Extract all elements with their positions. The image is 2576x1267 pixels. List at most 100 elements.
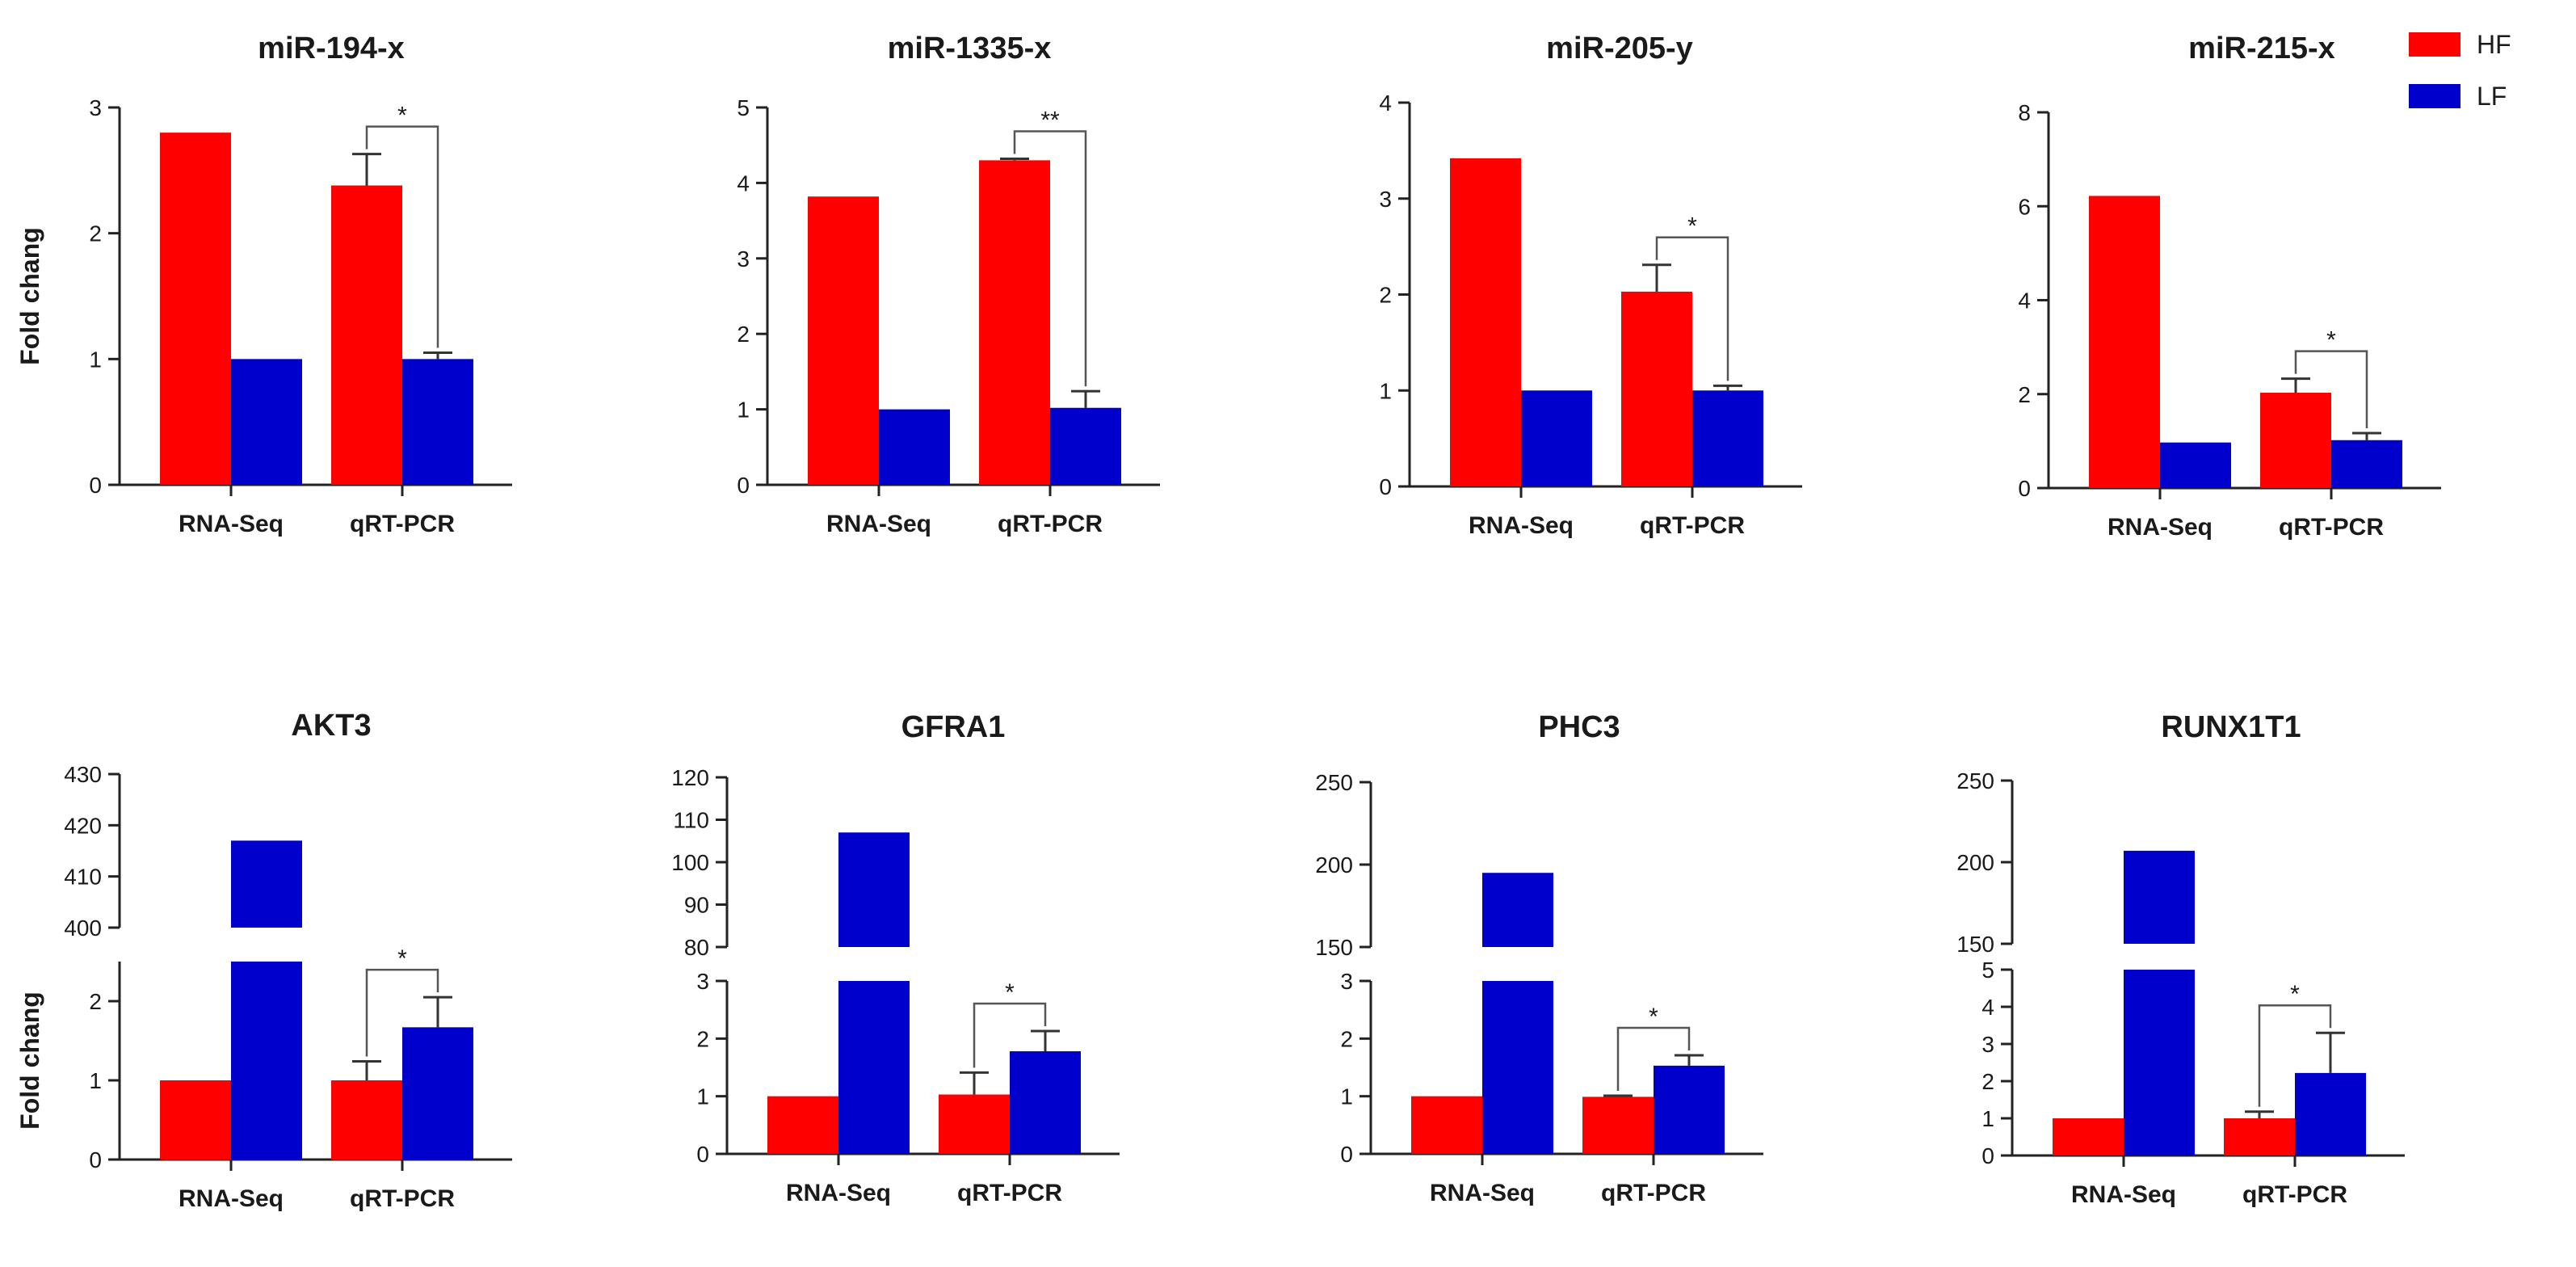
bar-hf-qrt-pcr: [331, 185, 402, 485]
x-tick-label-qrt-pcr: qRT-PCR: [998, 511, 1103, 537]
bar-lf-rna-seq: [879, 409, 950, 485]
bar-lf-rna-seq-upper: [838, 832, 910, 947]
chart-title: miR-205-y: [1546, 32, 1693, 65]
bar-lf-rna-seq: [2160, 442, 2231, 488]
bar-hf-rna-seq: [2053, 1118, 2124, 1155]
bar-lf-qrt-pcr: [402, 359, 473, 485]
y-tick-label: 90: [684, 893, 709, 918]
bar-hf-rna-seq: [808, 196, 879, 485]
bar-lf-rna-seq: [231, 359, 302, 485]
x-tick-label-rna-seq: RNA-Seq: [1469, 512, 1574, 539]
x-tick-label-rna-seq: RNA-Seq: [2071, 1181, 2176, 1208]
y-tick-label: 100: [671, 850, 709, 875]
bar-hf-qrt-pcr: [1621, 291, 1692, 486]
y-tick-label: 2: [737, 322, 750, 347]
significance-bracket: [973, 1002, 1047, 1068]
bar-lf-rna-seq-lower: [838, 981, 910, 1154]
legend-swatch-lf: [2409, 84, 2460, 108]
significance-label: *: [397, 945, 407, 972]
y-tick-label: 4: [2018, 288, 2031, 314]
significance-label: *: [2326, 327, 2336, 354]
y-tick-label: 1: [1340, 1084, 1353, 1109]
significance-bracket: [2294, 350, 2368, 428]
y-tick-label: 4: [737, 170, 750, 196]
significance-bracket: [365, 968, 439, 1057]
x-tick-label-rna-seq: RNA-Seq: [786, 1180, 891, 1206]
chart-panel-7: PHC3 0 1 2 3 150 200 250 RNA-Seq qRT-PCR *: [1315, 710, 1763, 1206]
bar-hf-qrt-pcr: [2224, 1118, 2295, 1155]
bar-lf-rna-seq-upper: [2124, 850, 2195, 944]
x-tick-label-rna-seq: RNA-Seq: [2107, 514, 2213, 541]
y-tick-label: 150: [1956, 932, 1994, 957]
x-tick-label-qrt-pcr: qRT-PCR: [1601, 1180, 1706, 1206]
chart-title: miR-1335-x: [888, 32, 1052, 65]
bar-hf-rna-seq: [2089, 196, 2160, 488]
chart-panel-3: miR-205-y 0 1 2 3 4 RNA-Seq qRT-PCR *: [1379, 32, 1802, 539]
x-tick-label-qrt-pcr: qRT-PCR: [957, 1180, 1062, 1206]
bar-lf-qrt-pcr: [402, 1027, 473, 1160]
bar-lf-rna-seq: [1521, 390, 1592, 486]
y-tick-label: 2: [89, 221, 102, 246]
significance-label: **: [1040, 107, 1060, 134]
bar-lf-qrt-pcr: [1010, 1051, 1081, 1154]
y-tick-label: 400: [64, 916, 102, 941]
chart-panel-4: miR-215-x 0 2 4 6 8 RNA-Seq qRT-PCR *: [2018, 32, 2441, 541]
y-tick-label: 8: [2018, 100, 2031, 125]
y-tick-label: 0: [696, 1142, 709, 1167]
significance-label: *: [1649, 1004, 1658, 1030]
bar-lf-rna-seq-upper: [231, 840, 302, 928]
y-tick-label: 2: [1379, 283, 1392, 308]
y-tick-label: 3: [737, 246, 750, 272]
legend-swatch-hf: [2409, 32, 2460, 57]
significance-bracket: [365, 125, 439, 348]
significance-bracket: [1616, 1026, 1691, 1091]
y-tick-label: 1: [737, 398, 750, 423]
y-tick-label: 1: [89, 347, 102, 372]
y-tick-label: 150: [1315, 935, 1353, 960]
y-tick-label: 3: [1340, 969, 1353, 994]
y-tick-label: 1: [1379, 378, 1392, 403]
bar-hf-qrt-pcr: [2260, 393, 2331, 488]
y-tick-label: 2: [696, 1026, 709, 1051]
bar-hf-rna-seq: [767, 1096, 838, 1154]
bar-lf-qrt-pcr: [2295, 1072, 2366, 1155]
significance-label: *: [1687, 213, 1697, 240]
y-tick-label: 0: [1379, 474, 1392, 499]
y-tick-label: 2: [1340, 1026, 1353, 1051]
chart-panel-5: AKT3 Fold chang 0 1 2 400 410 420 430 RNA-Seq qRT-…: [15, 709, 512, 1212]
x-tick-label-rna-seq: RNA-Seq: [179, 1185, 284, 1212]
y-tick-label: 1: [89, 1068, 102, 1093]
y-tick-label: 4: [1379, 90, 1392, 116]
x-tick-label-rna-seq: RNA-Seq: [179, 511, 284, 537]
y-tick-label: 250: [1956, 768, 1994, 793]
legend-label-hf: HF: [2477, 30, 2511, 59]
y-tick-label: 1: [1981, 1106, 1994, 1131]
significance-label: *: [1005, 979, 1015, 1006]
y-tick-label: 2: [89, 989, 102, 1014]
chart-title: miR-194-x: [258, 32, 405, 65]
bar-hf-rna-seq: [1450, 158, 1521, 486]
y-tick-label: 120: [671, 765, 709, 790]
legend-label-lf: LF: [2477, 82, 2507, 111]
x-tick-label-rna-seq: RNA-Seq: [826, 511, 931, 537]
bar-lf-qrt-pcr: [2331, 440, 2402, 488]
bar-lf-qrt-pcr: [1692, 390, 1763, 486]
y-tick-label: 5: [1981, 958, 1994, 983]
y-tick-label: 0: [89, 473, 102, 498]
bar-lf-qrt-pcr: [1050, 407, 1121, 485]
y-tick-label: 3: [1379, 187, 1392, 212]
y-tick-label: 0: [737, 473, 750, 498]
y-tick-label: 250: [1315, 770, 1353, 795]
y-tick-label: 3: [696, 969, 709, 994]
x-tick-label-qrt-pcr: qRT-PCR: [350, 511, 455, 537]
y-axis-label: Fold chang: [15, 991, 44, 1130]
y-tick-label: 4: [1981, 995, 1994, 1020]
bar-lf-rna-seq-lower: [1482, 981, 1553, 1154]
y-tick-label: 80: [684, 935, 709, 960]
bar-hf-rna-seq: [1411, 1096, 1482, 1154]
chart-title: RUNX1T1: [2161, 710, 2301, 744]
bar-hf-qrt-pcr: [979, 160, 1050, 485]
bar-lf-qrt-pcr: [1654, 1065, 1725, 1154]
significance-label: *: [2290, 981, 2300, 1008]
